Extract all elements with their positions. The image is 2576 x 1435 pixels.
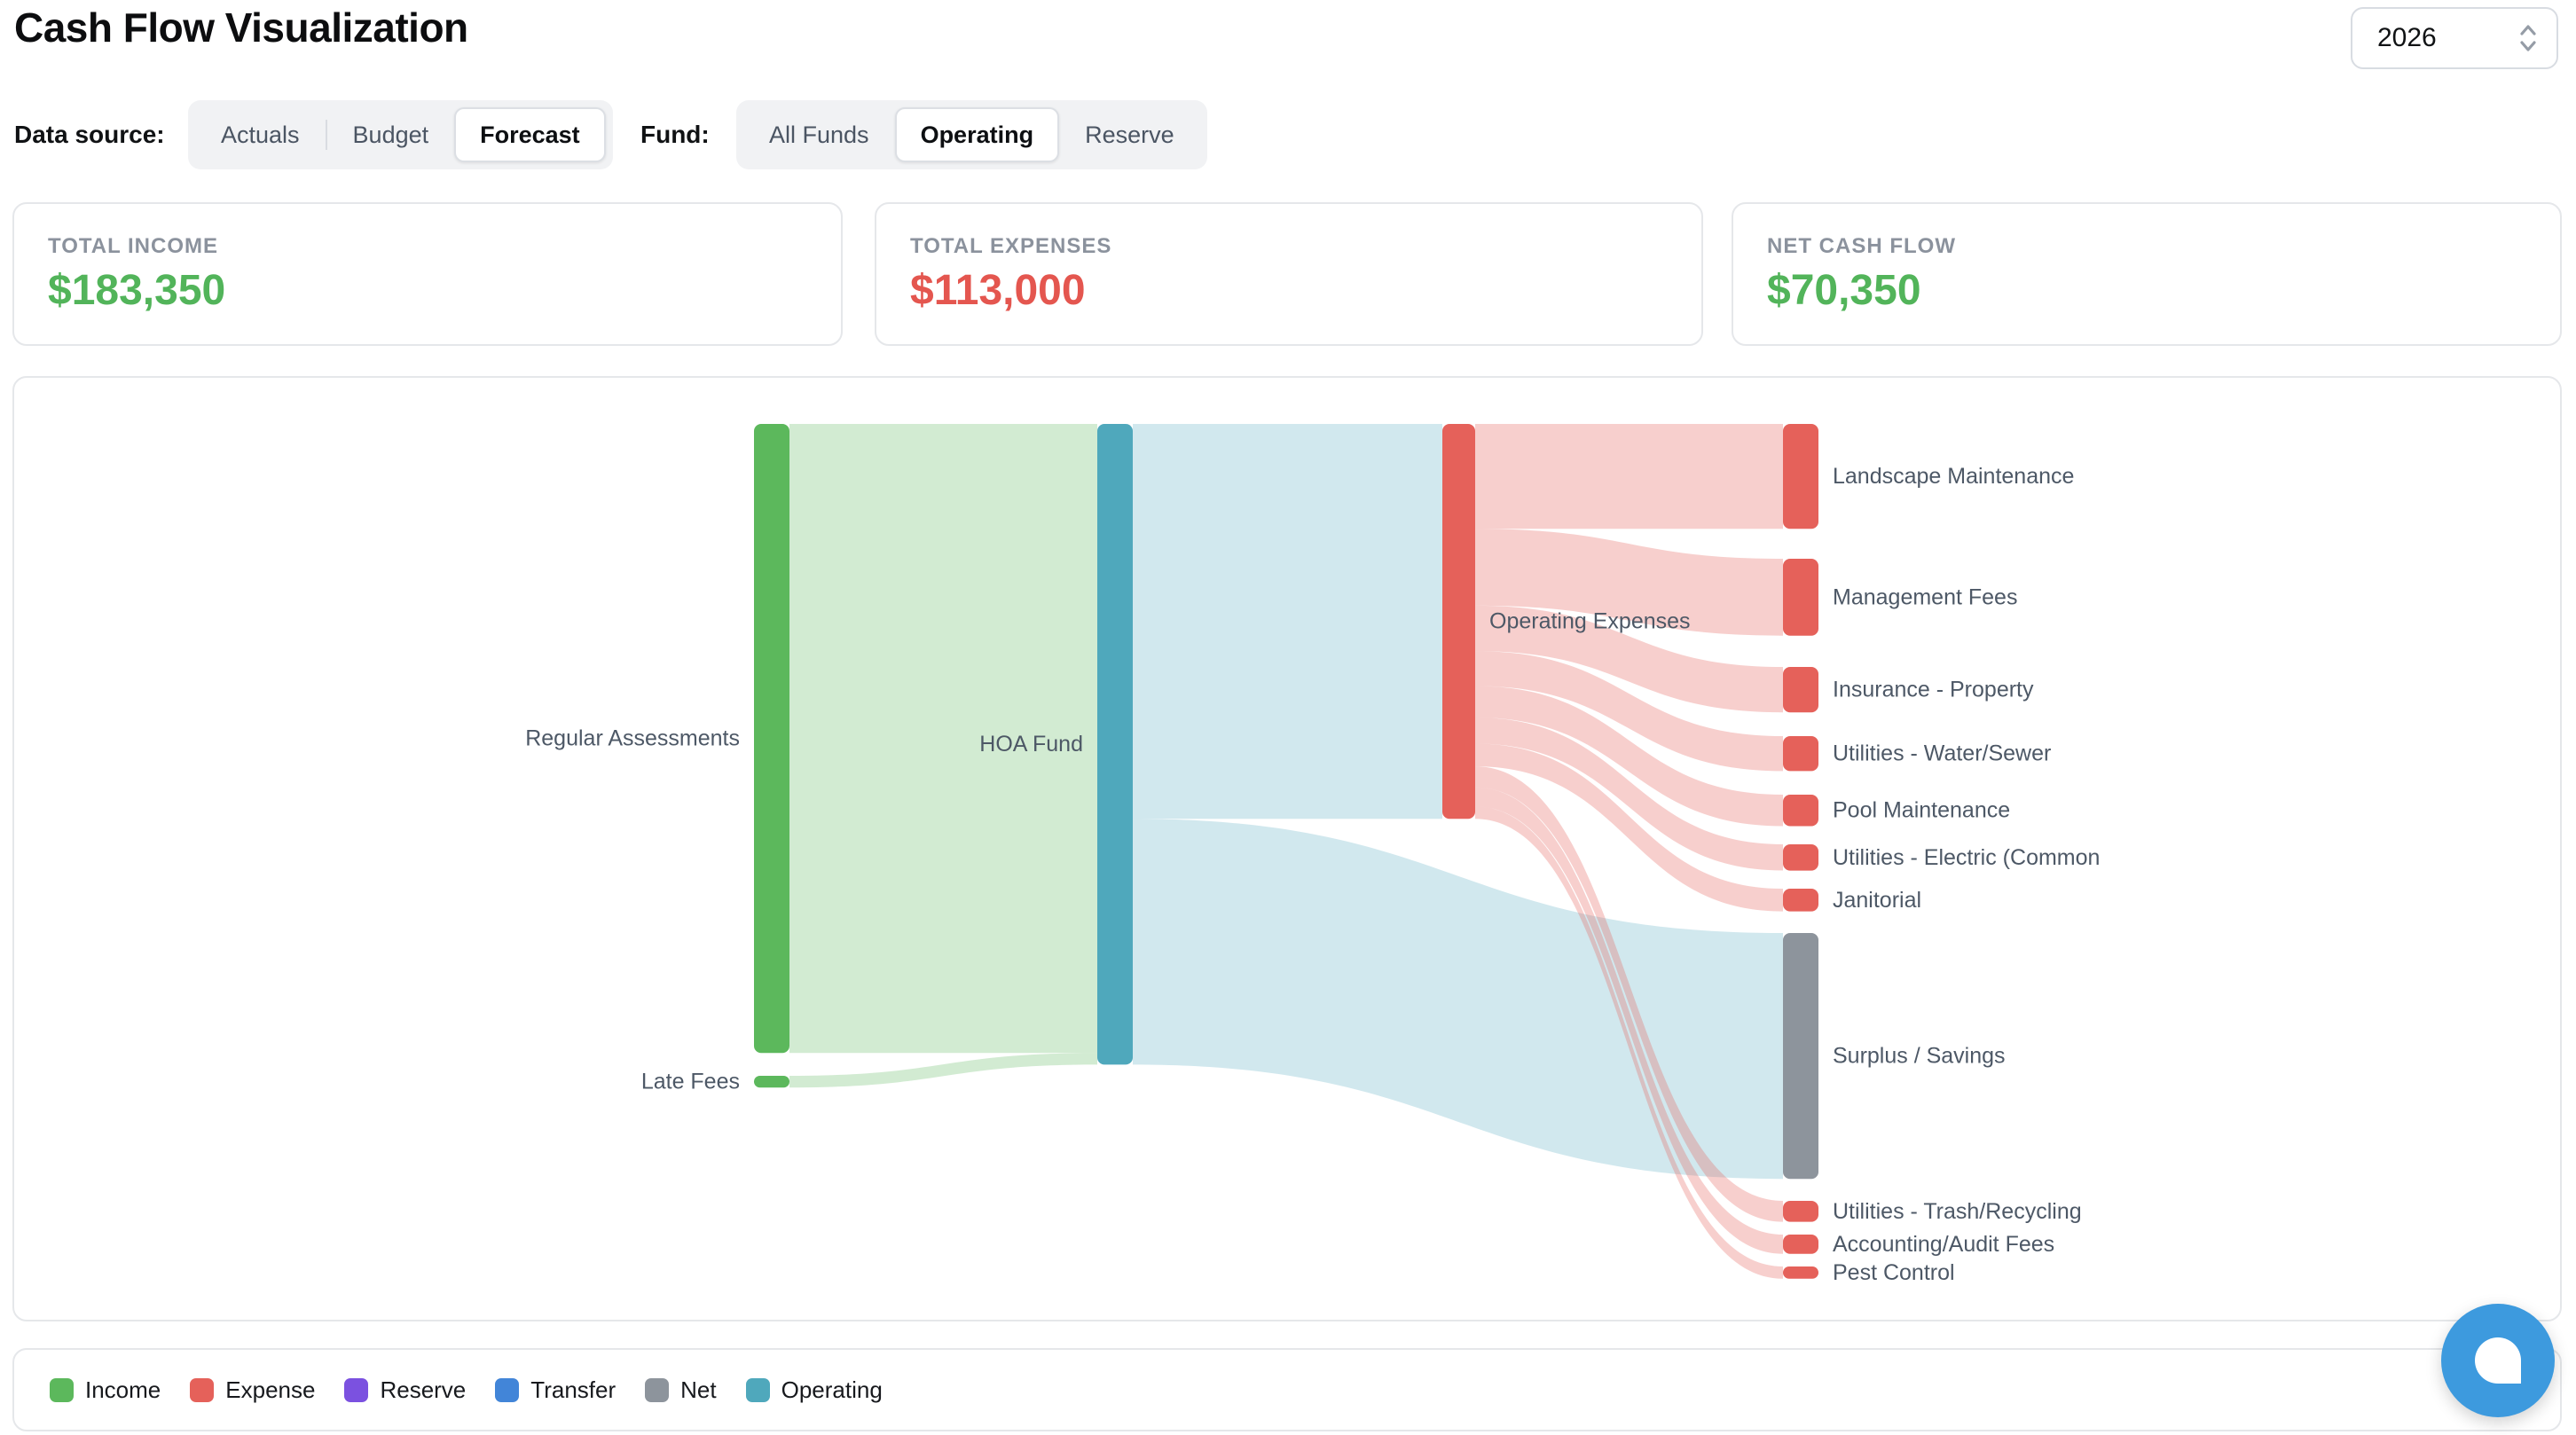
toggle-actuals[interactable]: Actuals <box>221 121 300 148</box>
data-source-label: Data source: <box>14 121 165 148</box>
operating-swatch <box>745 1377 770 1402</box>
net-cash-flow-label: NET CASH FLOW <box>1767 234 1956 258</box>
chat-widget-button[interactable] <box>2441 1304 2555 1417</box>
sankey-link-operating-expenses-to-accounting-audit-fees[interactable] <box>1475 787 1783 1254</box>
sankey-node-hoa-fund[interactable] <box>1097 424 1133 1065</box>
select-updown-icon <box>2517 21 2539 55</box>
legend-item-income: Income <box>50 1376 161 1404</box>
income-swatch <box>50 1377 74 1402</box>
total-expenses-card: TOTAL EXPENSES $113,000 <box>875 202 1703 346</box>
sankey-link-operating-expenses-to-landscape-maintenance[interactable] <box>1475 424 1783 529</box>
sankey-node-landscape-maintenance[interactable] <box>1783 424 1818 529</box>
page-title: Cash Flow Visualization <box>14 4 468 51</box>
legend-item-operating: Operating <box>745 1376 883 1404</box>
sankey-link-regular-assessments-to-hoa-fund[interactable] <box>789 424 1097 1054</box>
sankey-node-management-fees[interactable] <box>1783 559 1818 636</box>
sankey-link-operating-expenses-to-utilities-electric-common[interactable] <box>1475 718 1783 871</box>
sankey-node-janitorial[interactable] <box>1783 889 1818 912</box>
sankey-link-operating-expenses-to-insurance-property[interactable] <box>1475 605 1783 713</box>
sankey-link-operating-expenses-to-pool-maintenance[interactable] <box>1475 686 1783 827</box>
total-expenses-label: TOTAL EXPENSES <box>910 234 1112 258</box>
legend-label-expense: Expense <box>225 1376 316 1403</box>
legend-label-net: Net <box>680 1376 717 1403</box>
sankey-link-hoa-fund-to-surplus-savings[interactable] <box>1133 819 1783 1180</box>
sankey-link-operating-expenses-to-utilities-trash-recycling[interactable] <box>1475 766 1783 1222</box>
toggle-reserve[interactable]: Reserve <box>1085 121 1174 148</box>
legend-label-reserve: Reserve <box>380 1376 467 1403</box>
sankey-link-operating-expenses-to-management-fees[interactable] <box>1475 529 1783 636</box>
data-source-toggle-group: Actuals Budget Forecast <box>188 100 613 169</box>
reserve-swatch <box>344 1377 369 1402</box>
net-cash-flow-value: $70,350 <box>1767 267 1921 314</box>
segment-divider <box>325 120 327 150</box>
sankey-link-operating-expenses-to-janitorial[interactable] <box>1475 743 1783 912</box>
legend-label-income: Income <box>85 1376 161 1403</box>
legend: Income Expense Reserve Transfer Net Oper… <box>12 1348 2562 1431</box>
net-swatch <box>645 1377 670 1402</box>
sankey-node-utilities-electric-common[interactable] <box>1783 844 1818 871</box>
sankey-node-operating-expenses[interactable] <box>1442 424 1475 819</box>
toggle-forecast[interactable]: Forecast <box>454 107 606 162</box>
legend-item-net: Net <box>645 1376 717 1404</box>
sankey-node-surplus-savings[interactable] <box>1783 933 1818 1180</box>
sankey-chart-card <box>12 376 2562 1321</box>
total-expenses-value: $113,000 <box>910 267 1086 314</box>
sankey-link-operating-expenses-to-utilities-water-sewer[interactable] <box>1475 651 1783 772</box>
sankey-node-utilities-water-sewer[interactable] <box>1783 736 1818 772</box>
expense-swatch <box>190 1377 215 1402</box>
legend-label-transfer: Transfer <box>530 1376 617 1403</box>
toggle-all-funds[interactable]: All Funds <box>769 121 869 148</box>
sankey-node-late-fees[interactable] <box>754 1076 789 1088</box>
chat-bubble-icon <box>2475 1337 2521 1384</box>
sankey-link-late-fees-to-hoa-fund[interactable] <box>789 1053 1097 1088</box>
total-income-label: TOTAL INCOME <box>48 234 218 258</box>
legend-label-operating: Operating <box>781 1376 883 1403</box>
toggle-operating[interactable]: Operating <box>894 107 1060 162</box>
year-select[interactable]: 2026 <box>2351 7 2558 69</box>
transfer-swatch <box>495 1377 520 1402</box>
sankey-node-insurance-property[interactable] <box>1783 667 1818 713</box>
sankey-node-regular-assessments[interactable] <box>754 424 789 1054</box>
net-cash-flow-card: NET CASH FLOW $70,350 <box>1732 202 2562 346</box>
sankey-link-hoa-fund-to-operating-expenses[interactable] <box>1133 424 1442 819</box>
sankey-node-accounting-audit-fees[interactable] <box>1783 1235 1818 1254</box>
total-income-value: $183,350 <box>48 267 226 314</box>
fund-label: Fund: <box>640 121 710 148</box>
sankey-node-pest-control[interactable] <box>1783 1266 1818 1279</box>
fund-toggle-group: All Funds Operating Reserve <box>736 100 1207 169</box>
legend-item-reserve: Reserve <box>344 1376 466 1404</box>
total-income-card: TOTAL INCOME $183,350 <box>12 202 843 346</box>
sankey-node-pool-maintenance[interactable] <box>1783 795 1818 827</box>
legend-item-expense: Expense <box>190 1376 315 1404</box>
sankey-node-utilities-trash-recycling[interactable] <box>1783 1201 1818 1222</box>
sankey-link-operating-expenses-to-pest-control[interactable] <box>1475 806 1783 1279</box>
legend-item-transfer: Transfer <box>495 1376 616 1404</box>
year-select-value: 2026 <box>2377 23 2437 52</box>
toggle-budget[interactable]: Budget <box>352 121 429 148</box>
